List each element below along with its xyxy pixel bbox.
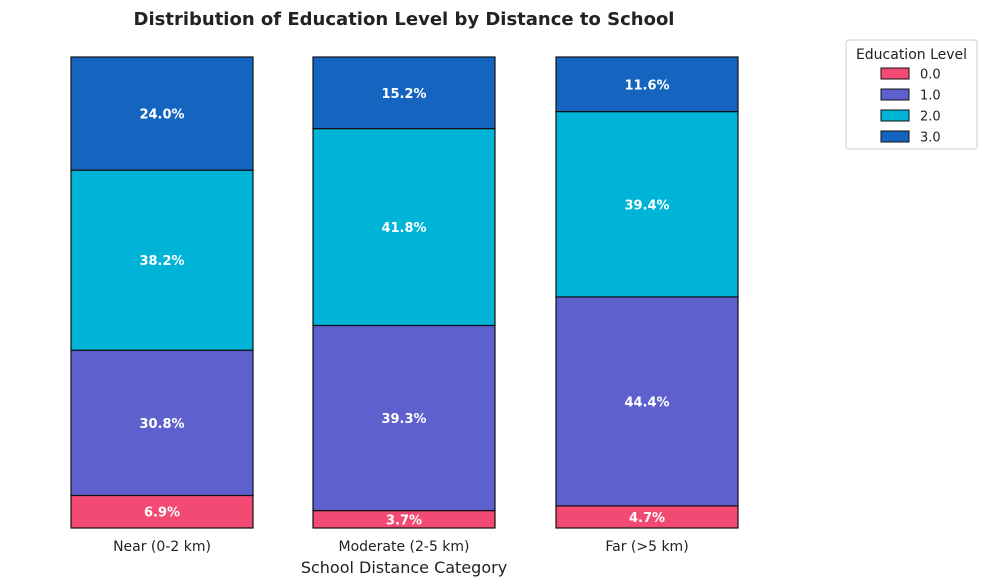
legend-label-2: 2.0 xyxy=(920,110,941,125)
legend-swatch-3 xyxy=(880,130,910,143)
bar-segment-0-0 xyxy=(70,494,254,529)
legend-swatch-1 xyxy=(880,88,910,101)
legend-title: Education Level xyxy=(856,47,967,63)
data-label-2-1: 44.4% xyxy=(624,395,669,410)
data-label-1-1: 39.3% xyxy=(381,412,426,427)
data-label-1-3: 15.2% xyxy=(381,87,426,102)
data-label-0-3: 24.0% xyxy=(139,108,184,123)
data-label-2-3: 11.6% xyxy=(624,78,669,93)
data-label-2-2: 39.4% xyxy=(624,198,669,213)
chart-title: Distribution of Education Level by Dista… xyxy=(134,9,675,30)
legend-label-1: 1.0 xyxy=(920,89,941,104)
data-label-1-0: 3.7% xyxy=(386,513,422,528)
data-label-1-2: 41.8% xyxy=(381,221,426,236)
x-tick-label-1: Moderate (2-5 km) xyxy=(338,539,469,555)
legend-label-0: 0.0 xyxy=(920,68,941,83)
x-tick-labels: Near (0-2 km) Moderate (2-5 km) Far (>5 km… xyxy=(113,539,689,555)
bars-group: 6.9% 30.8% 38.2% 24.0% 3.7% 39.3% 41.8% 15.2% 4.… xyxy=(70,56,739,529)
x-tick-label-2: Far (>5 km) xyxy=(605,539,688,555)
bar-segment-1-2 xyxy=(312,127,496,327)
legend-swatch-0 xyxy=(880,67,910,80)
bar-segment-0-3 xyxy=(70,56,254,171)
legend-items: 0.0 1.0 2.0 3.0 xyxy=(880,67,941,146)
x-tick-label-0: Near (0-2 km) xyxy=(113,539,211,555)
legend: Education Level 0.0 1.0 2.0 3.0 xyxy=(845,39,978,150)
data-label-0-1: 30.8% xyxy=(139,417,184,432)
bar-segment-2-1 xyxy=(555,296,739,507)
legend-swatch-2 xyxy=(880,109,910,122)
legend-label-3: 3.0 xyxy=(920,131,941,146)
bar-segment-0-1 xyxy=(70,349,254,497)
bar-segment-2-3 xyxy=(555,56,739,113)
data-label-0-0: 6.9% xyxy=(144,506,180,521)
legend-frame xyxy=(845,39,978,150)
bar-segment-1-1 xyxy=(312,324,496,512)
data-label-0-2: 38.2% xyxy=(139,254,184,269)
data-label-2-0: 4.7% xyxy=(629,511,665,526)
bar-segment-2-2 xyxy=(555,110,739,298)
x-axis-label: School Distance Category xyxy=(301,558,507,577)
bar-segment-1-3 xyxy=(312,56,496,130)
